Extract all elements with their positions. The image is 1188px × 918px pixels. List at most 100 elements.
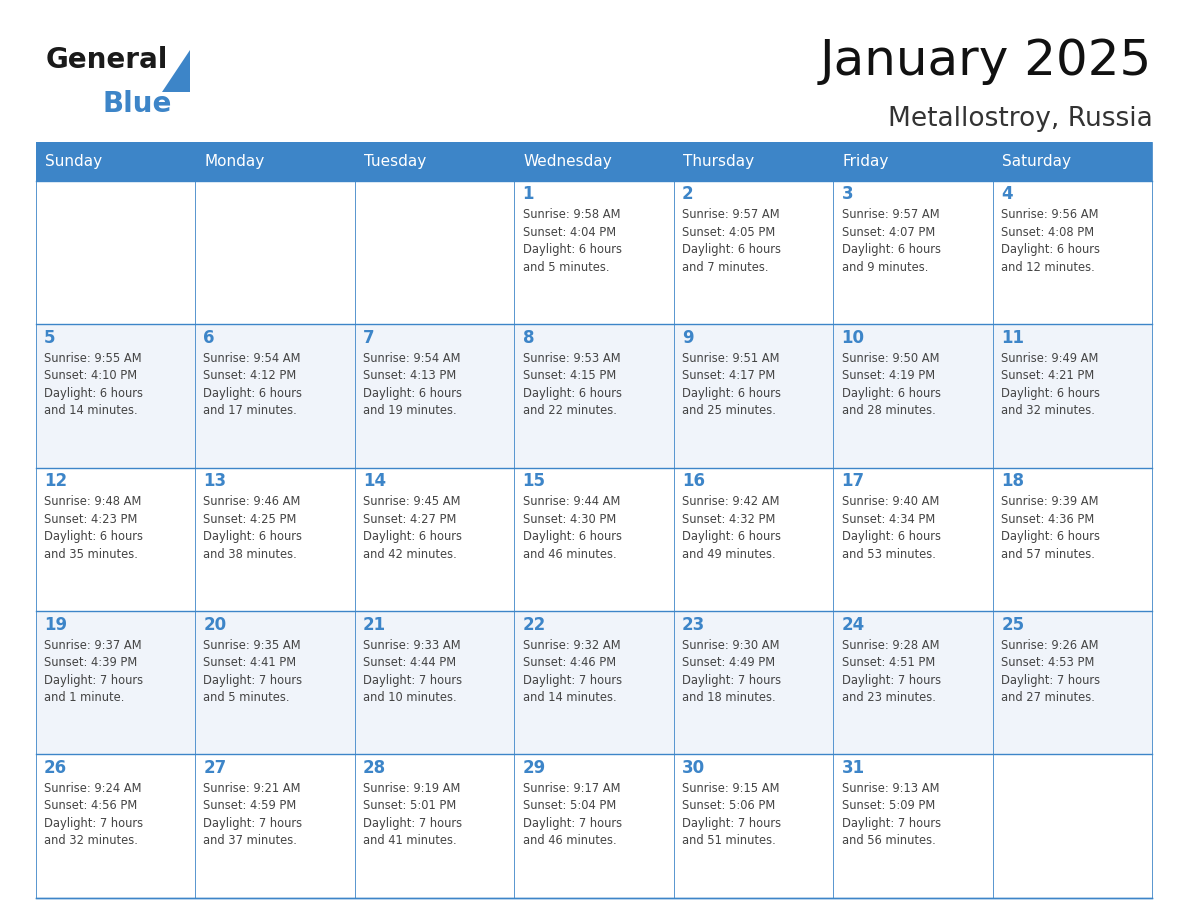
Bar (833, 181, 993, 324)
Text: 3: 3 (841, 185, 853, 204)
Text: Monday: Monday (204, 154, 265, 169)
Bar (514, 324, 674, 467)
Bar (833, 755, 993, 898)
Bar (355, 181, 514, 324)
Bar (195, 611, 355, 755)
Bar (195, 181, 355, 324)
Text: Blue: Blue (102, 90, 171, 118)
Bar (674, 755, 833, 898)
Text: Thursday: Thursday (683, 154, 754, 169)
Bar (195, 467, 355, 611)
Bar (514, 467, 674, 611)
Text: Friday: Friday (842, 154, 889, 169)
Text: Sunrise: 9:37 AM
Sunset: 4:39 PM
Daylight: 7 hours
and 1 minute.: Sunrise: 9:37 AM Sunset: 4:39 PM Dayligh… (44, 639, 143, 704)
Text: Sunrise: 9:21 AM
Sunset: 4:59 PM
Daylight: 7 hours
and 37 minutes.: Sunrise: 9:21 AM Sunset: 4:59 PM Dayligh… (203, 782, 303, 847)
Bar (355, 467, 514, 611)
Bar (355, 324, 514, 467)
Text: Sunrise: 9:51 AM
Sunset: 4:17 PM
Daylight: 6 hours
and 25 minutes.: Sunrise: 9:51 AM Sunset: 4:17 PM Dayligh… (682, 352, 781, 418)
Bar (514, 611, 674, 755)
Bar (833, 324, 993, 467)
Bar (993, 324, 1152, 467)
Text: Tuesday: Tuesday (365, 154, 426, 169)
Text: 7: 7 (364, 329, 374, 347)
Text: Wednesday: Wednesday (524, 154, 613, 169)
Bar (36, 611, 195, 755)
Bar (195, 324, 355, 467)
Text: 23: 23 (682, 616, 706, 633)
Text: 1: 1 (523, 185, 535, 204)
Text: 31: 31 (841, 759, 865, 777)
Text: 18: 18 (1001, 472, 1024, 490)
Text: 30: 30 (682, 759, 706, 777)
Bar (833, 467, 993, 611)
Text: 16: 16 (682, 472, 706, 490)
Text: Sunrise: 9:40 AM
Sunset: 4:34 PM
Daylight: 6 hours
and 53 minutes.: Sunrise: 9:40 AM Sunset: 4:34 PM Dayligh… (841, 495, 941, 561)
Text: 10: 10 (841, 329, 865, 347)
Text: Sunrise: 9:19 AM
Sunset: 5:01 PM
Daylight: 7 hours
and 41 minutes.: Sunrise: 9:19 AM Sunset: 5:01 PM Dayligh… (364, 782, 462, 847)
Text: Sunrise: 9:39 AM
Sunset: 4:36 PM
Daylight: 6 hours
and 57 minutes.: Sunrise: 9:39 AM Sunset: 4:36 PM Dayligh… (1001, 495, 1100, 561)
Text: Sunrise: 9:45 AM
Sunset: 4:27 PM
Daylight: 6 hours
and 42 minutes.: Sunrise: 9:45 AM Sunset: 4:27 PM Dayligh… (364, 495, 462, 561)
Text: 5: 5 (44, 329, 56, 347)
Text: 29: 29 (523, 759, 545, 777)
Bar (674, 181, 833, 324)
Bar (36, 324, 195, 467)
Bar (674, 467, 833, 611)
Bar (514, 181, 674, 324)
Text: 14: 14 (364, 472, 386, 490)
Text: 20: 20 (203, 616, 227, 633)
Bar (195, 755, 355, 898)
Text: Sunrise: 9:32 AM
Sunset: 4:46 PM
Daylight: 7 hours
and 14 minutes.: Sunrise: 9:32 AM Sunset: 4:46 PM Dayligh… (523, 639, 621, 704)
Text: Sunrise: 9:50 AM
Sunset: 4:19 PM
Daylight: 6 hours
and 28 minutes.: Sunrise: 9:50 AM Sunset: 4:19 PM Dayligh… (841, 352, 941, 418)
Text: 19: 19 (44, 616, 67, 633)
Bar (36, 755, 195, 898)
Text: Sunrise: 9:48 AM
Sunset: 4:23 PM
Daylight: 6 hours
and 35 minutes.: Sunrise: 9:48 AM Sunset: 4:23 PM Dayligh… (44, 495, 143, 561)
Text: 21: 21 (364, 616, 386, 633)
Bar (355, 755, 514, 898)
Text: 22: 22 (523, 616, 545, 633)
Text: January 2025: January 2025 (820, 37, 1152, 84)
Text: Sunrise: 9:35 AM
Sunset: 4:41 PM
Daylight: 7 hours
and 5 minutes.: Sunrise: 9:35 AM Sunset: 4:41 PM Dayligh… (203, 639, 303, 704)
Text: Sunrise: 9:13 AM
Sunset: 5:09 PM
Daylight: 7 hours
and 56 minutes.: Sunrise: 9:13 AM Sunset: 5:09 PM Dayligh… (841, 782, 941, 847)
Text: 17: 17 (841, 472, 865, 490)
Bar (993, 611, 1152, 755)
Bar (36, 181, 195, 324)
Text: Sunrise: 9:49 AM
Sunset: 4:21 PM
Daylight: 6 hours
and 32 minutes.: Sunrise: 9:49 AM Sunset: 4:21 PM Dayligh… (1001, 352, 1100, 418)
Text: 13: 13 (203, 472, 227, 490)
Text: Metallostroy, Russia: Metallostroy, Russia (887, 106, 1152, 131)
Text: 8: 8 (523, 329, 535, 347)
Bar (833, 611, 993, 755)
Text: 2: 2 (682, 185, 694, 204)
Text: General: General (45, 46, 168, 74)
Text: Sunrise: 9:54 AM
Sunset: 4:13 PM
Daylight: 6 hours
and 19 minutes.: Sunrise: 9:54 AM Sunset: 4:13 PM Dayligh… (364, 352, 462, 418)
Bar (674, 611, 833, 755)
Text: 24: 24 (841, 616, 865, 633)
Text: 4: 4 (1001, 185, 1012, 204)
Polygon shape (162, 50, 190, 92)
Text: Sunrise: 9:15 AM
Sunset: 5:06 PM
Daylight: 7 hours
and 51 minutes.: Sunrise: 9:15 AM Sunset: 5:06 PM Dayligh… (682, 782, 782, 847)
Text: Sunrise: 9:24 AM
Sunset: 4:56 PM
Daylight: 7 hours
and 32 minutes.: Sunrise: 9:24 AM Sunset: 4:56 PM Dayligh… (44, 782, 143, 847)
Text: Sunrise: 9:54 AM
Sunset: 4:12 PM
Daylight: 6 hours
and 17 minutes.: Sunrise: 9:54 AM Sunset: 4:12 PM Dayligh… (203, 352, 303, 418)
Text: Sunrise: 9:55 AM
Sunset: 4:10 PM
Daylight: 6 hours
and 14 minutes.: Sunrise: 9:55 AM Sunset: 4:10 PM Dayligh… (44, 352, 143, 418)
Text: Sunrise: 9:44 AM
Sunset: 4:30 PM
Daylight: 6 hours
and 46 minutes.: Sunrise: 9:44 AM Sunset: 4:30 PM Dayligh… (523, 495, 621, 561)
Text: Sunrise: 9:26 AM
Sunset: 4:53 PM
Daylight: 7 hours
and 27 minutes.: Sunrise: 9:26 AM Sunset: 4:53 PM Dayligh… (1001, 639, 1100, 704)
Text: 25: 25 (1001, 616, 1024, 633)
Bar (36, 142, 1152, 181)
Text: Saturday: Saturday (1003, 154, 1072, 169)
Text: Sunrise: 9:28 AM
Sunset: 4:51 PM
Daylight: 7 hours
and 23 minutes.: Sunrise: 9:28 AM Sunset: 4:51 PM Dayligh… (841, 639, 941, 704)
Text: 26: 26 (44, 759, 67, 777)
Bar (993, 181, 1152, 324)
Bar (514, 755, 674, 898)
Bar (993, 755, 1152, 898)
Text: Sunrise: 9:57 AM
Sunset: 4:05 PM
Daylight: 6 hours
and 7 minutes.: Sunrise: 9:57 AM Sunset: 4:05 PM Dayligh… (682, 208, 781, 274)
Text: 9: 9 (682, 329, 694, 347)
Text: Sunday: Sunday (45, 154, 102, 169)
Text: 15: 15 (523, 472, 545, 490)
Text: 12: 12 (44, 472, 67, 490)
Text: Sunrise: 9:53 AM
Sunset: 4:15 PM
Daylight: 6 hours
and 22 minutes.: Sunrise: 9:53 AM Sunset: 4:15 PM Dayligh… (523, 352, 621, 418)
Text: Sunrise: 9:33 AM
Sunset: 4:44 PM
Daylight: 7 hours
and 10 minutes.: Sunrise: 9:33 AM Sunset: 4:44 PM Dayligh… (364, 639, 462, 704)
Text: 28: 28 (364, 759, 386, 777)
Text: 27: 27 (203, 759, 227, 777)
Text: Sunrise: 9:42 AM
Sunset: 4:32 PM
Daylight: 6 hours
and 49 minutes.: Sunrise: 9:42 AM Sunset: 4:32 PM Dayligh… (682, 495, 781, 561)
Text: Sunrise: 9:17 AM
Sunset: 5:04 PM
Daylight: 7 hours
and 46 minutes.: Sunrise: 9:17 AM Sunset: 5:04 PM Dayligh… (523, 782, 621, 847)
Text: Sunrise: 9:46 AM
Sunset: 4:25 PM
Daylight: 6 hours
and 38 minutes.: Sunrise: 9:46 AM Sunset: 4:25 PM Dayligh… (203, 495, 303, 561)
